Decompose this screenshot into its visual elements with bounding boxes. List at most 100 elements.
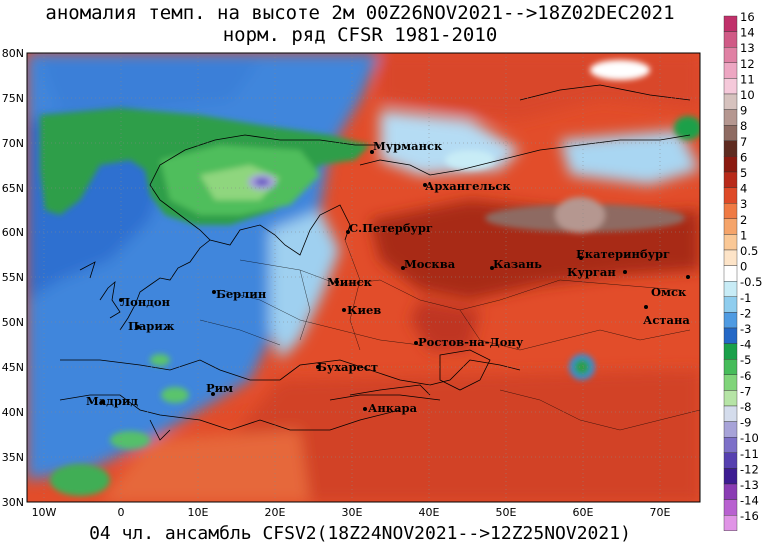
lat-label: 45N <box>2 361 24 374</box>
colorbar-swatch <box>723 499 738 516</box>
colorbar-swatch <box>723 31 738 48</box>
city-dot <box>423 183 427 187</box>
city-label-arkhangelsk: Архангельск <box>425 179 511 193</box>
colorbar-label: -11 <box>740 447 759 461</box>
city-labels: Мурманск Архангельск С.Петербург Москва … <box>86 139 690 415</box>
colorbar-label: 12 <box>740 57 755 71</box>
colorbar-label: 5 <box>740 166 747 180</box>
colorbar-label: -4 <box>740 338 751 352</box>
longitude-labels: 10W 0 10E 20E 30E 40E 50E 60E 70E <box>32 506 671 519</box>
city-label-murmansk: Мурманск <box>373 139 443 153</box>
city-label-yekaterinburg: Екатеринбург <box>576 247 670 261</box>
colorbar-swatch <box>723 515 738 532</box>
colorbar-swatch <box>723 156 738 173</box>
city-dot <box>579 256 583 260</box>
colorbar-swatches <box>723 15 738 532</box>
lon-label: 70E <box>650 506 671 519</box>
colorbar-swatch <box>723 483 738 500</box>
colorbar-swatch <box>723 140 738 157</box>
lat-label: 40N <box>2 406 24 419</box>
lon-label: 10W <box>32 506 57 519</box>
colorbar-label: -0.5 <box>740 275 762 289</box>
lon-label: 30E <box>342 506 363 519</box>
colorbar-label: 10 <box>740 88 755 102</box>
lon-label: 50E <box>496 506 517 519</box>
graticule <box>27 53 700 502</box>
colorbar-label: -14 <box>740 494 759 508</box>
city-label-rostov: Ростов-на-Дону <box>418 335 524 349</box>
city-label-kurgan: Курган <box>567 265 616 279</box>
colorbar-label: 13 <box>740 41 755 55</box>
colorbar-label: 14 <box>740 26 755 40</box>
city-label-london: Лондон <box>120 295 171 309</box>
lat-label: 55N <box>2 271 24 284</box>
lon-label: 0 <box>118 506 125 519</box>
colorbar-label: -13 <box>740 478 759 492</box>
city-dot <box>136 325 140 329</box>
city-dot <box>370 150 374 154</box>
colorbar-swatch <box>723 15 738 32</box>
city-dot <box>644 305 648 309</box>
city-dot <box>342 308 346 312</box>
colorbar-swatch <box>723 452 738 469</box>
country-borders <box>199 239 700 431</box>
lon-label: 10E <box>188 506 209 519</box>
map-title: аномалия темп. на высоте 2м 00Z26NOV2021… <box>45 2 675 24</box>
map-frame <box>26 52 701 503</box>
colorbar-label: 7 <box>740 135 747 149</box>
colorbar-label: -2 <box>740 306 751 320</box>
lat-label: 80N <box>2 47 24 60</box>
colorbar-swatch <box>723 47 738 64</box>
city-dot <box>401 266 405 270</box>
colorbar-swatch <box>723 265 738 282</box>
colorbar-swatch <box>723 187 738 204</box>
city-dot <box>623 270 627 274</box>
colorbar-label: 1 <box>740 228 747 242</box>
colorbar-swatch <box>723 281 738 298</box>
lat-label: 75N <box>2 92 24 105</box>
city-dot <box>414 341 418 345</box>
lat-label: 65N <box>2 182 24 195</box>
city-label-minsk: Минск <box>327 275 373 289</box>
city-dot <box>490 266 494 270</box>
city-label-bucharest: Бухарест <box>317 360 378 374</box>
colorbar-label: -9 <box>740 416 751 430</box>
city-dot <box>119 298 123 302</box>
city-dot <box>346 230 350 234</box>
city-label-berlin: Берлин <box>216 287 267 301</box>
city-dot <box>363 407 367 411</box>
city-label-ankara: Анкара <box>368 401 418 415</box>
city-label-kazan: Казань <box>493 257 542 271</box>
lat-label: 35N <box>2 451 24 464</box>
colorbar-swatch <box>723 343 738 360</box>
colorbar-label: -16 <box>740 509 759 523</box>
anomaly-field <box>27 53 700 502</box>
colorbar-label: 4 <box>740 182 747 196</box>
city-label-rome: Рим <box>206 381 233 395</box>
colorbar-label: 2 <box>740 213 747 227</box>
colorbar-swatch <box>723 249 738 266</box>
lat-label: 60N <box>2 226 24 239</box>
colorbar-swatch <box>723 234 738 251</box>
latitude-labels: 80N 75N 70N 65N 60N 55N 50N 45N 40N 35N … <box>2 47 24 509</box>
colorbar-swatch <box>723 218 738 235</box>
colorbar-swatch <box>723 437 738 454</box>
colorbar-label: -1 <box>740 291 751 305</box>
city-label-astana: Астана <box>643 313 690 327</box>
lon-label: 60E <box>573 506 594 519</box>
lon-label: 40E <box>419 506 440 519</box>
colorbar-swatch <box>723 93 738 110</box>
colorbar-label: -3 <box>740 322 751 336</box>
colorbar-swatch <box>723 327 738 344</box>
colorbar-label: 11 <box>740 72 755 86</box>
city-dot <box>212 290 216 294</box>
city-label-madrid: Мадрид <box>86 394 138 408</box>
colorbar-swatch <box>723 405 738 422</box>
colorbar-swatch <box>723 359 738 376</box>
lat-label: 50N <box>2 316 24 329</box>
colorbar-label: 0 <box>740 260 747 274</box>
colorbar-swatch <box>723 296 738 313</box>
colorbar-swatch <box>723 202 738 219</box>
city-dot <box>686 275 690 279</box>
